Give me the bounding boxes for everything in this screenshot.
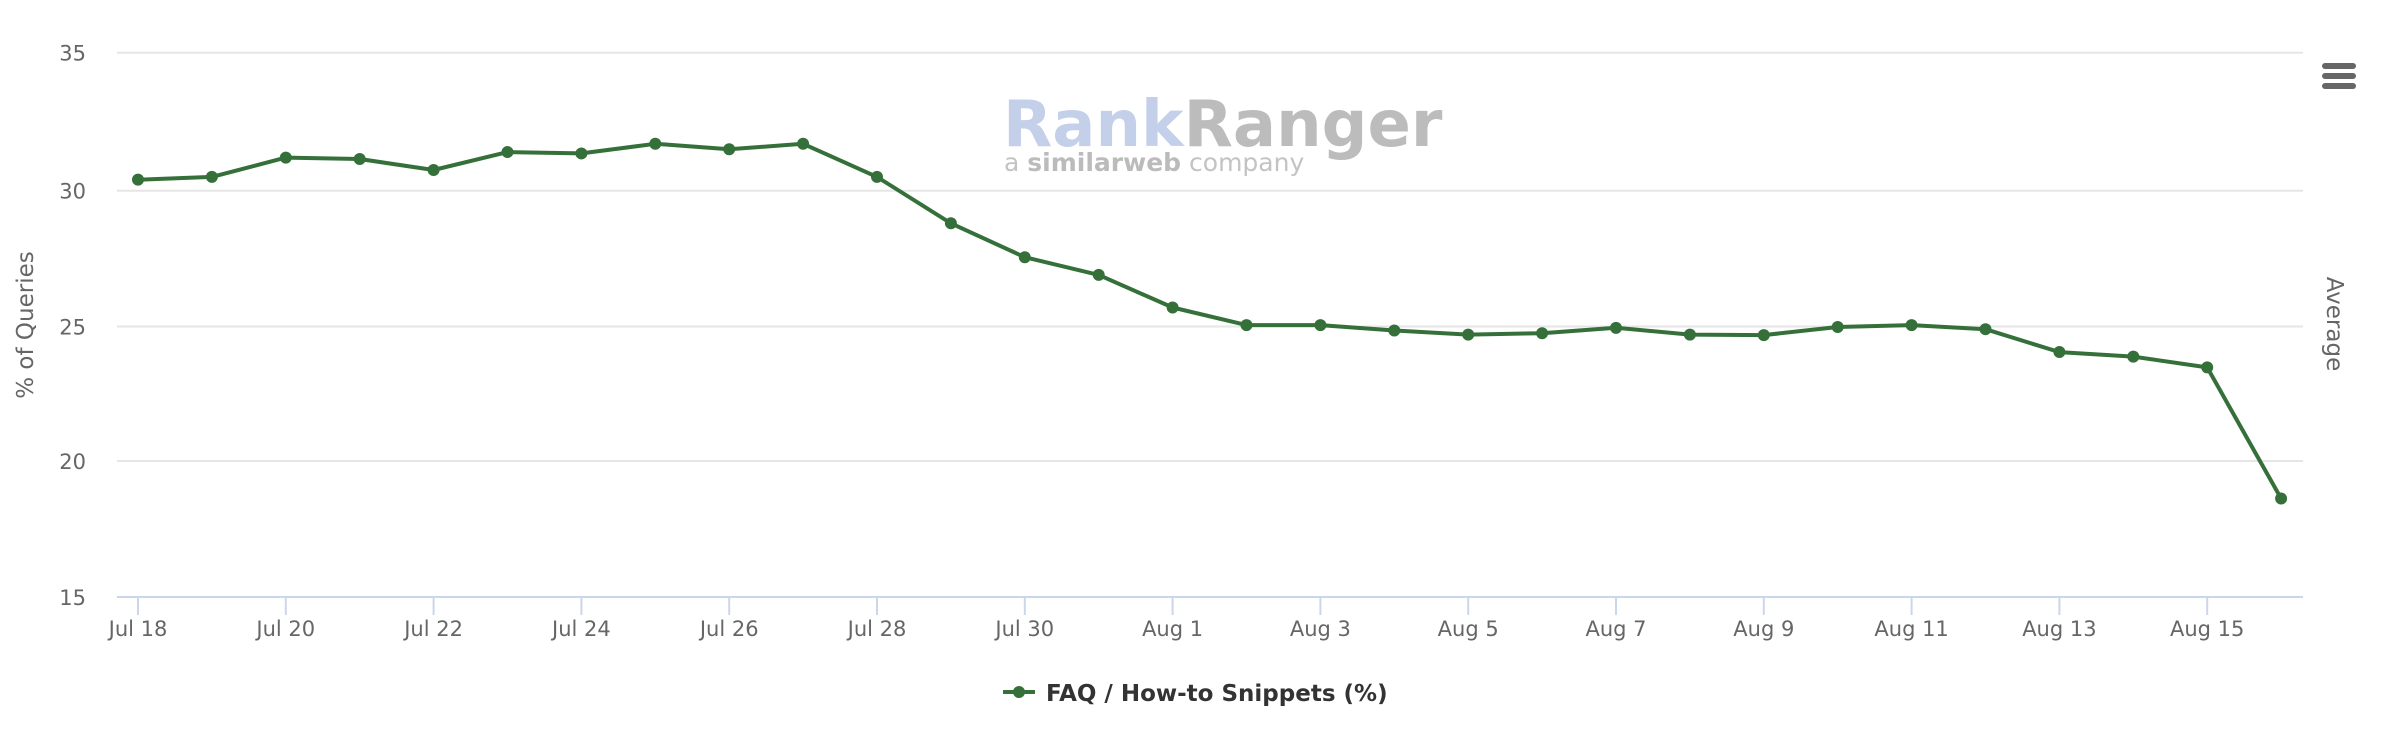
data-point-marker[interactable] — [353, 152, 366, 165]
y-tick-label: 20 — [59, 450, 86, 474]
x-tick-label: Jul 20 — [254, 617, 315, 641]
x-tick-label: Aug 7 — [1585, 617, 1646, 641]
watermark-tagline-suffix: company — [1181, 148, 1304, 177]
rankranger-watermark: RankRanger a similarweb company — [1003, 88, 1443, 177]
data-point-marker[interactable] — [205, 170, 218, 183]
y-tick-label: 35 — [59, 42, 86, 66]
legend-marker-icon — [1013, 686, 1025, 698]
x-tick-label: Aug 9 — [1733, 617, 1794, 641]
x-tick-label: Aug 5 — [1438, 617, 1499, 641]
data-point-marker[interactable] — [279, 151, 292, 164]
data-point-marker[interactable] — [132, 173, 144, 186]
data-point-marker[interactable] — [1536, 327, 1549, 340]
data-point-marker[interactable] — [1018, 251, 1031, 264]
data-point-marker[interactable] — [2053, 346, 2066, 359]
data-point-marker[interactable] — [1683, 328, 1696, 341]
x-tick-label: Jul 30 — [993, 617, 1054, 641]
watermark-rank: Rank — [1003, 88, 1185, 162]
x-tick-label: Aug 1 — [1142, 617, 1203, 641]
x-tick-label: Aug 13 — [2022, 617, 2096, 641]
right-axis-title: Average — [2321, 277, 2347, 371]
chart-context-menu-button[interactable] — [2314, 55, 2364, 97]
x-tick-label: Jul 26 — [698, 617, 759, 641]
legend-label[interactable]: FAQ / How-to Snippets (%) — [1046, 681, 1388, 707]
y-tick-label: 15 — [59, 586, 86, 610]
data-point-marker[interactable] — [1979, 323, 1992, 336]
data-point-marker[interactable] — [1831, 321, 1844, 334]
data-point-marker[interactable] — [427, 164, 440, 176]
data-point-marker[interactable] — [2201, 361, 2214, 374]
data-point-marker[interactable] — [1462, 328, 1475, 341]
x-axis: Jul 18 Jul 20 Jul 22 Jul 24 Jul 26 Jul 28 Jul … — [107, 596, 2303, 641]
x-tick-label: Jul 24 — [550, 617, 611, 641]
x-tick-label: Jul 22 — [402, 617, 463, 641]
data-point-marker[interactable] — [723, 143, 736, 156]
data-point-marker[interactable] — [649, 137, 662, 150]
legend[interactable]: FAQ / How-to Snippets (%) — [1003, 681, 1388, 707]
data-point-marker[interactable] — [1092, 268, 1105, 281]
data-point-marker[interactable] — [797, 137, 810, 150]
data-point-marker[interactable] — [944, 217, 957, 230]
svg-text:a similarweb company: a similarweb company — [1004, 148, 1304, 177]
data-point-marker[interactable] — [1388, 324, 1401, 337]
y-tick-label: 30 — [59, 180, 86, 204]
data-point-marker[interactable] — [1905, 319, 1918, 332]
data-point-marker[interactable] — [2127, 350, 2140, 363]
x-tick-label: Aug 3 — [1290, 617, 1351, 641]
series-line — [137, 141, 2283, 500]
data-point-marker[interactable] — [1240, 319, 1253, 332]
data-point-marker[interactable] — [871, 170, 883, 183]
watermark-ranger: Ranger — [1184, 88, 1443, 162]
x-tick-label: Jul 18 — [107, 617, 168, 641]
data-point-marker[interactable] — [501, 146, 514, 159]
y-axis-ticks: 15 20 25 30 35 — [59, 42, 86, 610]
data-point-marker[interactable] — [1166, 301, 1179, 314]
x-tick-label: Aug 15 — [2170, 617, 2244, 641]
data-point-marker[interactable] — [1610, 321, 1622, 334]
y-tick-label: 25 — [59, 316, 86, 340]
svg-text:RankRanger: RankRanger — [1003, 88, 1443, 162]
watermark-tagline-bold: similarweb — [1027, 148, 1181, 177]
x-tick-label: Jul 28 — [846, 617, 907, 641]
data-point-marker[interactable] — [2275, 492, 2288, 505]
x-tick-label: Aug 11 — [1874, 617, 1948, 641]
data-point-marker[interactable] — [1757, 329, 1770, 342]
data-point-marker[interactable] — [1314, 319, 1327, 332]
series-faq-howto-snippets — [132, 137, 2288, 505]
y-axis-title: % of Queries — [13, 251, 39, 398]
watermark-tagline-prefix: a — [1004, 148, 1027, 177]
data-point-marker[interactable] — [575, 147, 588, 160]
